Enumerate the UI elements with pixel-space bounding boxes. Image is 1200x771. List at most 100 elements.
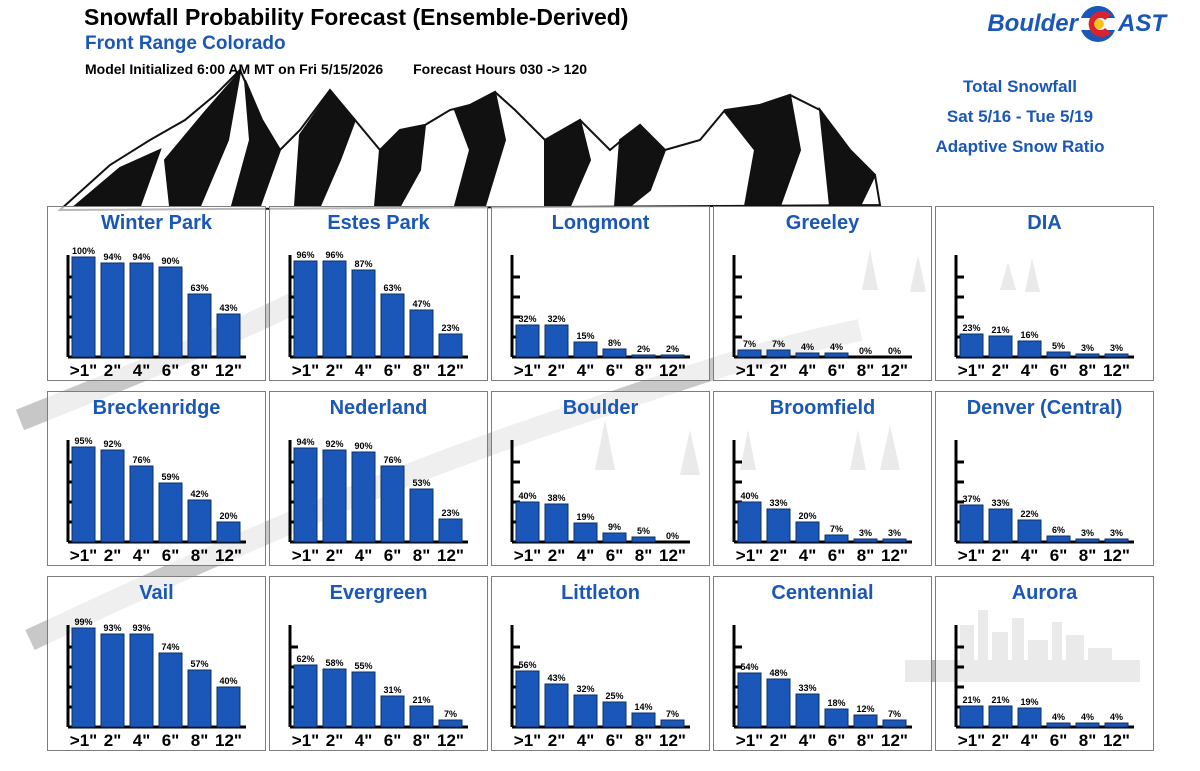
panel-title: Greeley <box>785 212 860 234</box>
x-tick-label: 8" <box>413 361 431 380</box>
bar <box>187 293 212 358</box>
data-label: 87% <box>354 259 372 269</box>
panel-littleton: Littleton 56% >1" 43% 2" 32% 4" 25% 6" 14% 8" 7% 12" <box>491 576 710 751</box>
bar <box>602 701 627 728</box>
data-label: 7% <box>888 709 901 719</box>
bar <box>853 714 878 728</box>
bar <box>71 446 96 543</box>
x-tick-label: >1" <box>70 731 97 750</box>
x-tick-label: >1" <box>292 546 319 565</box>
x-tick-label: 4" <box>355 546 373 565</box>
x-tick-label: 8" <box>635 546 653 565</box>
data-label: 21% <box>991 325 1009 335</box>
panel-estes-park: Estes Park 96% >1" 96% 2" 87% 4" 63% 6" 47% 8" 23% 1… <box>269 206 488 381</box>
bar <box>100 449 125 543</box>
x-tick-label: 6" <box>162 361 180 380</box>
info-line-date-range: Sat 5/16 - Tue 5/19 <box>946 107 1094 126</box>
logo-text-right: AST <box>1118 10 1166 37</box>
x-tick-label: 4" <box>577 361 595 380</box>
data-label: 40% <box>219 676 237 686</box>
page-title: Snowfall Probability Forecast (Ensemble-… <box>84 4 629 30</box>
data-label: 3% <box>1081 528 1094 538</box>
data-label: 5% <box>637 526 650 536</box>
data-label: 93% <box>132 623 150 633</box>
panel-denver-central: Denver (Central) 37% >1" 33% 2" 22% 4" 6% 6" 3% 8"… <box>935 391 1154 566</box>
data-label: 33% <box>991 498 1009 508</box>
page-subtitle: Front Range Colorado <box>85 33 286 54</box>
x-tick-label: 4" <box>133 361 151 380</box>
x-tick-label: 4" <box>799 731 817 750</box>
x-tick-label: 12" <box>1103 546 1130 565</box>
data-label: 21% <box>991 695 1009 705</box>
bar <box>631 536 656 543</box>
x-tick-label: 8" <box>191 546 209 565</box>
panel-title: Centennial <box>771 582 874 604</box>
bar <box>766 508 791 543</box>
data-label: 3% <box>1110 343 1123 353</box>
x-tick-label: 2" <box>326 361 344 380</box>
bouldercast-logo: Boulder AST <box>987 3 1166 45</box>
x-tick-label: >1" <box>736 731 763 750</box>
x-tick-label: >1" <box>514 361 541 380</box>
x-tick-label: 6" <box>606 731 624 750</box>
panel-title: Boulder <box>562 397 639 419</box>
mountain-range-illustration <box>57 68 882 212</box>
model-info-line: Model Initialized 6:00 AM MT on Fri 5/15… <box>85 61 587 77</box>
bar-chart-broomfield: 40% >1" 33% 2" 20% 4" 7% 6" 3% 8" 3% 12" <box>732 440 912 565</box>
bar-chart-estes-park: 96% >1" 96% 2" 87% 4" 63% 6" 47% 8" 23% 12" <box>288 250 468 380</box>
x-tick-label: >1" <box>958 731 985 750</box>
bar <box>322 260 347 358</box>
x-tick-label: 6" <box>162 546 180 565</box>
bar <box>380 465 405 543</box>
data-label: 20% <box>219 511 237 521</box>
bar <box>322 449 347 543</box>
data-label: 40% <box>518 491 536 501</box>
x-tick-label: 2" <box>992 361 1010 380</box>
data-label: 21% <box>962 695 980 705</box>
x-tick-label: 2" <box>770 361 788 380</box>
data-label: 6% <box>1052 525 1065 535</box>
data-label: 76% <box>132 455 150 465</box>
info-line-total-snowfall: Total Snowfall <box>963 77 1077 96</box>
data-label: 0% <box>666 531 679 541</box>
bar <box>824 708 849 728</box>
data-label: 99% <box>74 617 92 627</box>
bar <box>737 672 762 728</box>
x-tick-label: 12" <box>659 546 686 565</box>
x-tick-label: 6" <box>606 546 624 565</box>
data-label: 94% <box>103 252 121 262</box>
bar <box>1046 535 1071 543</box>
data-label: 7% <box>830 524 843 534</box>
x-tick-label: 6" <box>1050 361 1068 380</box>
data-label: 92% <box>103 439 121 449</box>
panel-title: Littleton <box>561 582 640 604</box>
x-tick-label: 4" <box>355 731 373 750</box>
bar <box>129 262 154 358</box>
x-tick-label: 6" <box>828 361 846 380</box>
data-label: 9% <box>608 522 621 532</box>
data-label: 19% <box>1020 697 1038 707</box>
x-tick-label: 2" <box>104 546 122 565</box>
bar <box>100 262 125 358</box>
bar <box>380 293 405 358</box>
bar <box>351 269 376 358</box>
bar <box>71 627 96 728</box>
x-tick-label: >1" <box>736 546 763 565</box>
bar <box>293 664 318 728</box>
data-label: 33% <box>769 498 787 508</box>
x-tick-label: >1" <box>958 546 985 565</box>
data-label: 21% <box>412 695 430 705</box>
bar <box>438 719 463 728</box>
x-tick-label: 6" <box>384 361 402 380</box>
data-label: 63% <box>190 283 208 293</box>
bar-chart-greeley: 7% >1" 7% 2" 4% 4" 4% 6" 0% 8" 0% 12" <box>732 255 912 380</box>
data-label: 58% <box>325 658 343 668</box>
panel-title: Broomfield <box>769 397 876 419</box>
panel-evergreen: Evergreen 62% >1" 58% 2" 55% 4" 31% 6" 21% 8" 7% 12" <box>269 576 488 751</box>
x-tick-label: 2" <box>548 546 566 565</box>
bar <box>1075 722 1100 728</box>
x-tick-label: 12" <box>659 361 686 380</box>
data-label: 4% <box>1081 712 1094 722</box>
x-tick-label: 4" <box>799 546 817 565</box>
x-tick-label: 8" <box>1079 361 1097 380</box>
